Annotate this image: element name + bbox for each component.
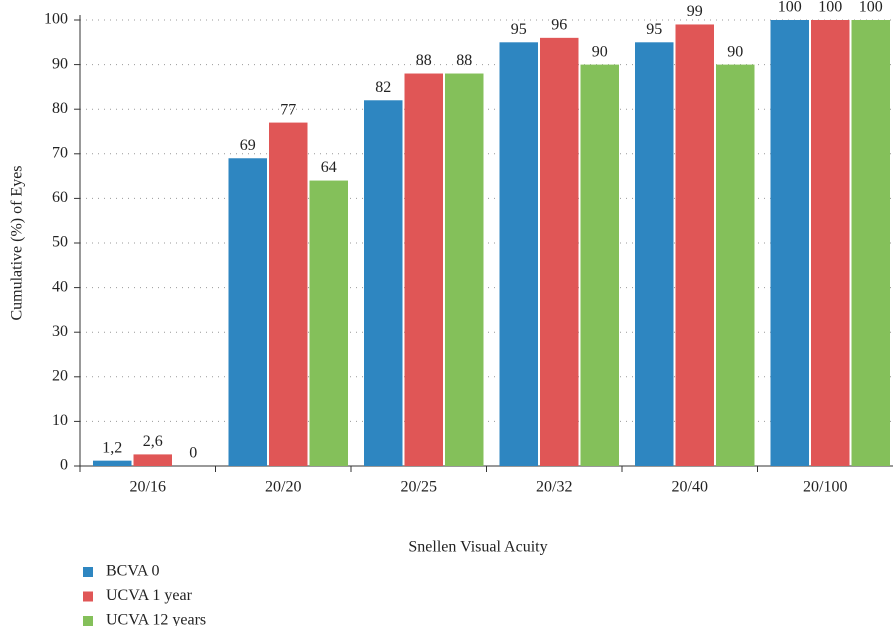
y-tick-label: 70 (52, 144, 68, 161)
y-tick-label: 30 (52, 323, 68, 340)
legend-swatch (83, 616, 93, 626)
x-axis-title: Snellen Visual Acuity (408, 539, 547, 556)
y-tick-label: 50 (52, 234, 68, 251)
bar (540, 37, 579, 467)
bar (499, 42, 538, 467)
y-tick-label: 60 (52, 189, 68, 206)
y-tick-label: 100 (44, 11, 68, 28)
x-tick-label: 20/16 (130, 479, 166, 496)
data-label: 82 (375, 79, 391, 96)
bar (309, 180, 348, 466)
data-label: 95 (646, 21, 662, 38)
bar (770, 20, 809, 466)
data-label: 88 (416, 52, 432, 69)
bar (404, 73, 443, 467)
bar (675, 24, 714, 467)
bar (133, 454, 172, 466)
x-tick-label: 20/20 (265, 479, 301, 496)
y-tick-label: 90 (52, 55, 68, 72)
y-tick-label: 0 (60, 457, 68, 474)
y-axis-title: Cumulative (%) of Eyes (9, 165, 26, 320)
bar (716, 64, 755, 466)
data-label: 1,2 (102, 439, 122, 456)
bar (93, 460, 132, 466)
data-label: 77 (280, 101, 296, 118)
data-label: 69 (240, 137, 256, 154)
x-tick-label: 20/40 (672, 479, 708, 496)
data-label: 96 (551, 17, 567, 34)
legend-label: BCVA 0 (106, 563, 160, 580)
y-tick-label: 20 (52, 367, 68, 384)
data-label: 90 (592, 43, 608, 60)
bar (635, 42, 674, 467)
data-label: 99 (687, 3, 703, 20)
data-label: 2,6 (143, 433, 163, 450)
y-tick-label: 40 (52, 278, 68, 295)
data-label: 64 (321, 159, 337, 176)
bar (851, 20, 890, 466)
x-tick-label: 20/25 (401, 479, 437, 496)
legend-label: UCVA 12 years (106, 612, 206, 626)
bar (811, 20, 850, 466)
y-tick-label: 80 (52, 100, 68, 117)
y-tick-label: 10 (52, 412, 68, 429)
legend-label: UCVA 1 year (106, 587, 193, 604)
data-label: 100 (818, 0, 842, 16)
data-label: 88 (456, 52, 472, 69)
bar (445, 73, 484, 467)
x-tick-label: 20/100 (803, 479, 847, 496)
data-label: 90 (727, 43, 743, 60)
data-label: 95 (511, 21, 527, 38)
bar (228, 158, 267, 466)
x-tick-label: 20/32 (536, 479, 572, 496)
bar (269, 122, 308, 466)
bar (580, 64, 619, 466)
legend-swatch (83, 591, 93, 602)
bar (364, 100, 403, 466)
data-label: 0 (189, 445, 197, 462)
data-label: 100 (778, 0, 802, 16)
legend-swatch (83, 567, 93, 577)
data-label: 100 (859, 0, 883, 16)
